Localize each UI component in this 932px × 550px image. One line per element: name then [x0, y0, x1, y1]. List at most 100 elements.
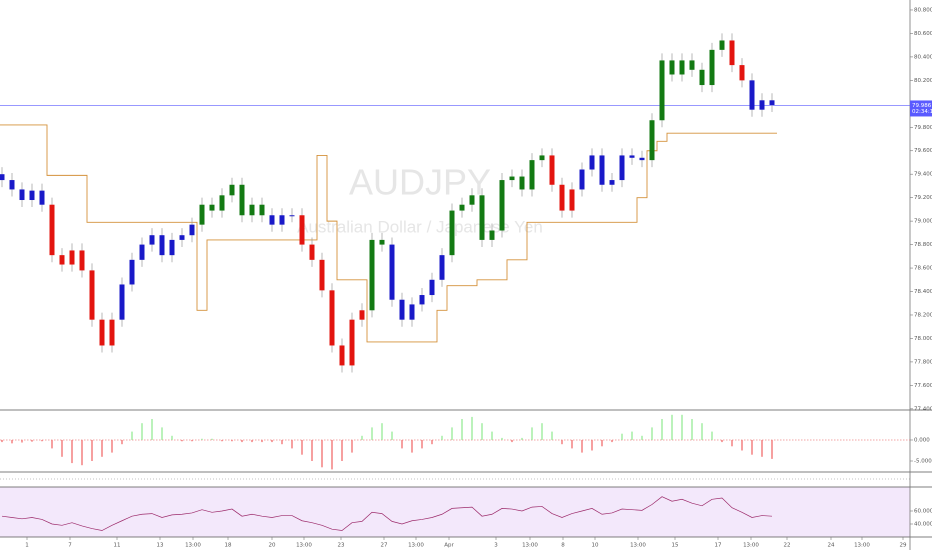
histogram-bar	[491, 431, 493, 440]
candle-body	[169, 239, 175, 256]
candle-body	[479, 195, 485, 240]
histogram-bar	[671, 414, 673, 440]
candle-body	[309, 244, 315, 260]
candle-body	[289, 215, 295, 217]
histogram-bar	[21, 439, 23, 443]
y-tick-label: 78.600	[914, 266, 932, 272]
candle-body	[759, 100, 765, 110]
candle-body	[449, 210, 455, 256]
histogram-bar	[81, 439, 83, 466]
histogram-bar	[391, 431, 393, 440]
y-tick-label: 0.000	[914, 437, 930, 443]
candle-body	[709, 49, 715, 86]
histogram-bar	[551, 431, 553, 440]
candle-body	[79, 250, 85, 271]
candle-body	[569, 189, 575, 211]
histogram-bar	[331, 439, 333, 470]
x-tick-label: 15	[672, 543, 679, 549]
histogram-bar	[411, 439, 413, 453]
histogram-bar	[151, 418, 153, 440]
candle-body	[579, 169, 585, 190]
histogram-bar	[101, 439, 103, 457]
rsi-background	[0, 487, 910, 537]
histogram-bar	[71, 439, 73, 464]
histogram-bar	[261, 439, 263, 443]
candle-body	[699, 69, 705, 86]
y-tick-label: -5.000	[914, 458, 932, 464]
histogram-bar	[651, 427, 653, 440]
y-tick-label: 79.400	[914, 172, 932, 178]
y-tick-label: 60.0000	[914, 508, 932, 514]
candle-body	[49, 204, 55, 256]
candle-body	[529, 160, 535, 190]
histogram-bar	[701, 423, 703, 440]
histogram-bar	[441, 435, 443, 440]
candle-body	[649, 120, 655, 161]
histogram-bar	[41, 439, 43, 442]
histogram-bar	[281, 439, 283, 445]
histogram-bar	[51, 439, 53, 449]
rsi-line	[1, 496, 773, 531]
last-price-label: 79.986	[912, 103, 932, 109]
histogram-bar	[641, 435, 643, 440]
candle-body	[729, 40, 735, 66]
x-tick-label: 13:00	[296, 543, 312, 549]
histogram-bar	[11, 439, 13, 444]
candle-body	[439, 255, 445, 280]
x-tick-label: 10	[592, 543, 599, 549]
y-tick-label: 78.800	[914, 242, 932, 248]
histogram-bar	[741, 439, 743, 451]
y-tick-label: 80.800	[914, 7, 932, 13]
histogram-bar	[471, 416, 473, 440]
histogram-bar	[131, 431, 133, 440]
y-tick-label: 77.600	[914, 383, 932, 389]
histogram-bar	[601, 439, 603, 447]
x-tick-label: 7	[68, 543, 72, 549]
histogram-bar	[421, 439, 423, 449]
candle-body	[499, 180, 505, 231]
x-tick-label: 27	[381, 543, 388, 549]
candle-body	[319, 259, 325, 291]
candle-body	[109, 319, 115, 346]
histogram-bar	[201, 438, 203, 440]
histogram-bar	[611, 439, 613, 443]
candle-body	[129, 259, 135, 285]
candle-body	[719, 40, 725, 50]
histogram-bar	[661, 418, 663, 440]
candle-body	[609, 180, 615, 185]
histogram-bar	[401, 439, 403, 449]
candle-body	[429, 279, 435, 296]
y-tick-label: 78.400	[914, 289, 932, 295]
candle-body	[269, 215, 275, 225]
candle-body	[149, 235, 155, 245]
histogram-bar	[301, 439, 303, 455]
candle-body	[159, 235, 165, 256]
x-tick-label: 29	[900, 543, 907, 549]
candle-body	[619, 155, 625, 181]
watermark-subtitle: Australian Dollar / Japanese Yen	[297, 217, 543, 236]
candle-body	[259, 204, 265, 216]
last-price-box	[910, 100, 932, 117]
x-tick-label: 13:00	[408, 543, 424, 549]
y-tick-label: 79.200	[914, 195, 932, 201]
candle-body	[229, 184, 235, 196]
candle-body	[179, 235, 185, 240]
histogram-bar	[341, 439, 343, 461]
candle-body	[639, 157, 645, 161]
histogram-bar	[381, 423, 383, 440]
histogram-bar	[501, 437, 503, 440]
x-tick-label: Apr	[444, 543, 454, 549]
candle-body	[59, 255, 65, 265]
candle-body	[359, 310, 365, 320]
histogram-bar	[321, 439, 323, 468]
candle-body	[629, 155, 635, 158]
histogram-bar	[31, 439, 33, 442]
histogram-bar	[211, 438, 213, 440]
candle-body	[9, 180, 15, 190]
histogram-bar	[481, 423, 483, 440]
histogram-bar	[571, 439, 573, 449]
histogram-bar	[231, 439, 233, 442]
histogram-bar	[171, 435, 173, 440]
y-tick-label: 80.200	[914, 78, 932, 84]
